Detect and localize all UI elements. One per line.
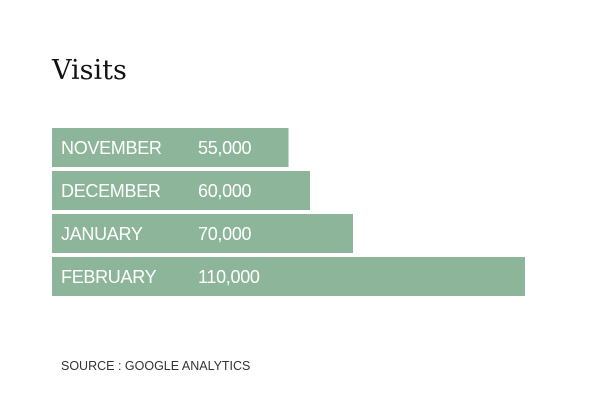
bar-february	[52, 257, 525, 296]
category-label-november: NOVEMBER	[61, 138, 162, 158]
category-label-february: FEBRUARY	[61, 267, 157, 287]
chart-source: SOURCE : GOOGLE ANALYTICS	[61, 359, 250, 373]
bar-november	[52, 128, 289, 167]
value-label-november: 55,000	[198, 138, 252, 158]
value-label-january: 70,000	[198, 224, 252, 244]
bars-group: NOVEMBER 55,000 DECEMBER 60,000 JANUARY 70,00…	[52, 128, 525, 296]
value-label-december: 60,000	[198, 181, 252, 201]
bar-january	[52, 214, 353, 253]
category-label-january: JANUARY	[61, 224, 143, 244]
value-label-february: 110,000	[198, 267, 260, 287]
bar-december	[52, 171, 310, 210]
category-label-december: DECEMBER	[61, 181, 161, 201]
chart-title: Visits	[51, 55, 127, 86]
